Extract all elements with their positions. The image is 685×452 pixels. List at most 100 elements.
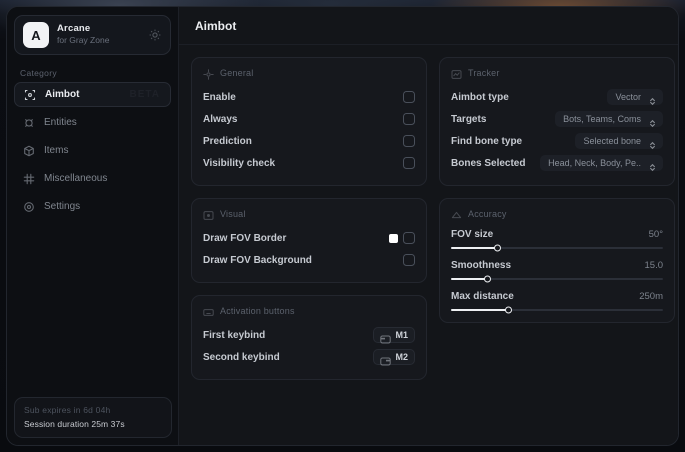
row-label: Find bone type bbox=[451, 135, 523, 147]
always-checkbox[interactable] bbox=[403, 113, 415, 125]
slider-header: Max distance 250m bbox=[451, 291, 663, 302]
setting-row-prediction: Prediction bbox=[203, 130, 415, 152]
profile-name: Arcane bbox=[57, 23, 91, 35]
dropdown-value: Selected bone bbox=[583, 136, 641, 146]
sidebar-item-aimbot[interactable]: Aimbot BETA bbox=[14, 82, 171, 107]
profile-card[interactable]: A Arcane for Gray Zone bbox=[14, 15, 171, 55]
panel-accuracy: Accuracy FOV size 50° bbox=[439, 198, 675, 323]
slider-value: 50° bbox=[648, 229, 663, 240]
slider-track[interactable] bbox=[451, 306, 663, 314]
main-content: Aimbot General Enable bbox=[179, 7, 678, 445]
prediction-checkbox[interactable] bbox=[403, 135, 415, 147]
row-label: Bones Selected bbox=[451, 157, 526, 169]
panel-general: General Enable Always Prediction bbox=[191, 57, 427, 186]
draw-fov-background-checkbox[interactable] bbox=[403, 254, 415, 266]
slider-smoothness: Smoothness 15.0 bbox=[451, 258, 663, 283]
slider-label: Max distance bbox=[451, 291, 514, 302]
slider-fill bbox=[451, 278, 488, 280]
panel-columns: General Enable Always Prediction bbox=[179, 45, 678, 445]
draw-fov-border-checkbox[interactable] bbox=[403, 232, 415, 244]
chevron-updown-icon bbox=[648, 93, 657, 105]
mouse-left-icon bbox=[380, 331, 392, 343]
slider-track[interactable] bbox=[451, 275, 663, 283]
slider-knob[interactable] bbox=[483, 275, 491, 283]
panel-visual: Visual Draw FOV Border Draw FOV Backgrou… bbox=[191, 198, 427, 283]
enable-checkbox[interactable] bbox=[403, 91, 415, 103]
setting-row-find-bone-type: Find bone type Selected bone bbox=[451, 130, 663, 152]
sidebar-item-label: Aimbot bbox=[45, 89, 80, 100]
setting-row-aimbot-type: Aimbot type Vector bbox=[451, 86, 663, 108]
slider-value: 15.0 bbox=[644, 260, 664, 271]
panel-title: Tracker bbox=[468, 67, 500, 78]
slider-fill bbox=[451, 247, 498, 249]
profile-subtitle: for Gray Zone bbox=[57, 35, 110, 46]
setting-row-first-keybind: First keybind M1 bbox=[203, 324, 415, 346]
panel-tracker-header: Tracker bbox=[451, 67, 663, 79]
slider-header: Smoothness 15.0 bbox=[451, 260, 663, 271]
triangle-icon bbox=[451, 208, 462, 219]
setting-row-draw-fov-background: Draw FOV Background bbox=[203, 249, 415, 271]
bones-selected-dropdown[interactable]: Head, Neck, Body, Pe.. bbox=[540, 155, 663, 171]
main-header: Aimbot bbox=[179, 7, 678, 45]
category-label: Category bbox=[20, 68, 57, 78]
dropdown-value: Bots, Teams, Coms bbox=[563, 114, 641, 124]
chevron-updown-icon bbox=[648, 137, 657, 149]
sidebar-item-settings[interactable]: Settings bbox=[14, 194, 171, 219]
panel-title: Accuracy bbox=[468, 208, 507, 219]
gear-icon bbox=[23, 201, 35, 213]
targets-dropdown[interactable]: Bots, Teams, Coms bbox=[555, 111, 663, 127]
panel-activation-header: Activation buttons bbox=[203, 305, 415, 316]
sidebar-item-badge: BETA bbox=[129, 89, 160, 100]
avatar: A bbox=[23, 22, 49, 48]
panel-title: Activation buttons bbox=[220, 305, 295, 316]
find-bone-type-dropdown[interactable]: Selected bone bbox=[575, 133, 663, 149]
sidebar-item-label: Items bbox=[44, 145, 69, 156]
crosshair-icon bbox=[24, 89, 36, 101]
sliders-icon bbox=[23, 173, 35, 185]
page-title: Aimbot bbox=[195, 18, 237, 33]
session-duration: Session duration 25m 37s bbox=[24, 419, 125, 429]
profile-text: Arcane for Gray Zone bbox=[57, 23, 140, 46]
app-window: A Arcane for Gray Zone Category Aimbot bbox=[6, 6, 679, 446]
sidebar-item-label: Miscellaneous bbox=[44, 173, 108, 184]
chevron-updown-icon bbox=[648, 115, 657, 127]
sidebar: A Arcane for Gray Zone Category Aimbot bbox=[7, 7, 179, 445]
row-label: Draw FOV Background bbox=[203, 254, 312, 266]
image-icon bbox=[203, 208, 214, 220]
sidebar-item-entities[interactable]: Entities bbox=[14, 110, 171, 135]
dropdown-value: Head, Neck, Body, Pe.. bbox=[548, 158, 641, 168]
sidebar-item-items[interactable]: Items bbox=[14, 138, 171, 163]
panel-general-header: General bbox=[203, 67, 415, 80]
setting-row-second-keybind: Second keybind M2 bbox=[203, 346, 415, 368]
subscription-expiry: Sub expires in 6d 04h bbox=[24, 405, 111, 415]
row-label: Targets bbox=[451, 113, 487, 125]
gear-icon[interactable] bbox=[148, 28, 162, 42]
sidebar-item-miscellaneous[interactable]: Miscellaneous bbox=[14, 166, 171, 191]
first-keybind-button[interactable]: M1 bbox=[373, 327, 415, 343]
panel-accuracy-header: Accuracy bbox=[451, 208, 663, 219]
slider-value: 250m bbox=[639, 291, 663, 302]
dropdown-value: Vector bbox=[615, 92, 641, 102]
visibility-check-checkbox[interactable] bbox=[403, 157, 415, 169]
setting-row-visibility-check: Visibility check bbox=[203, 152, 415, 174]
panel-title: Visual bbox=[220, 208, 246, 219]
slider-knob[interactable] bbox=[504, 306, 512, 314]
panel-activation-buttons: Activation buttons First keybind M1 bbox=[191, 295, 427, 380]
slider-max-distance: Max distance 250m bbox=[451, 289, 663, 314]
slider-fov-size: FOV size 50° bbox=[451, 227, 663, 252]
slider-header: FOV size 50° bbox=[451, 229, 663, 240]
slider-track[interactable] bbox=[451, 244, 663, 252]
status-card: Sub expires in 6d 04h Session duration 2… bbox=[14, 397, 172, 438]
aimbot-type-dropdown[interactable]: Vector bbox=[607, 89, 663, 105]
fov-border-color-swatch[interactable] bbox=[389, 233, 398, 243]
setting-row-draw-fov-border: Draw FOV Border bbox=[203, 227, 415, 249]
panel-title: General bbox=[220, 67, 254, 78]
second-keybind-button[interactable]: M2 bbox=[373, 349, 415, 365]
panel-tracker: Tracker Aimbot type Vector bbox=[439, 57, 675, 186]
left-column: General Enable Always Prediction bbox=[191, 57, 427, 380]
slider-knob[interactable] bbox=[494, 244, 502, 252]
slider-label: FOV size bbox=[451, 229, 494, 240]
keybind-value: M2 bbox=[395, 352, 408, 362]
panel-visual-header: Visual bbox=[203, 208, 415, 220]
slider-label: Smoothness bbox=[451, 260, 512, 271]
